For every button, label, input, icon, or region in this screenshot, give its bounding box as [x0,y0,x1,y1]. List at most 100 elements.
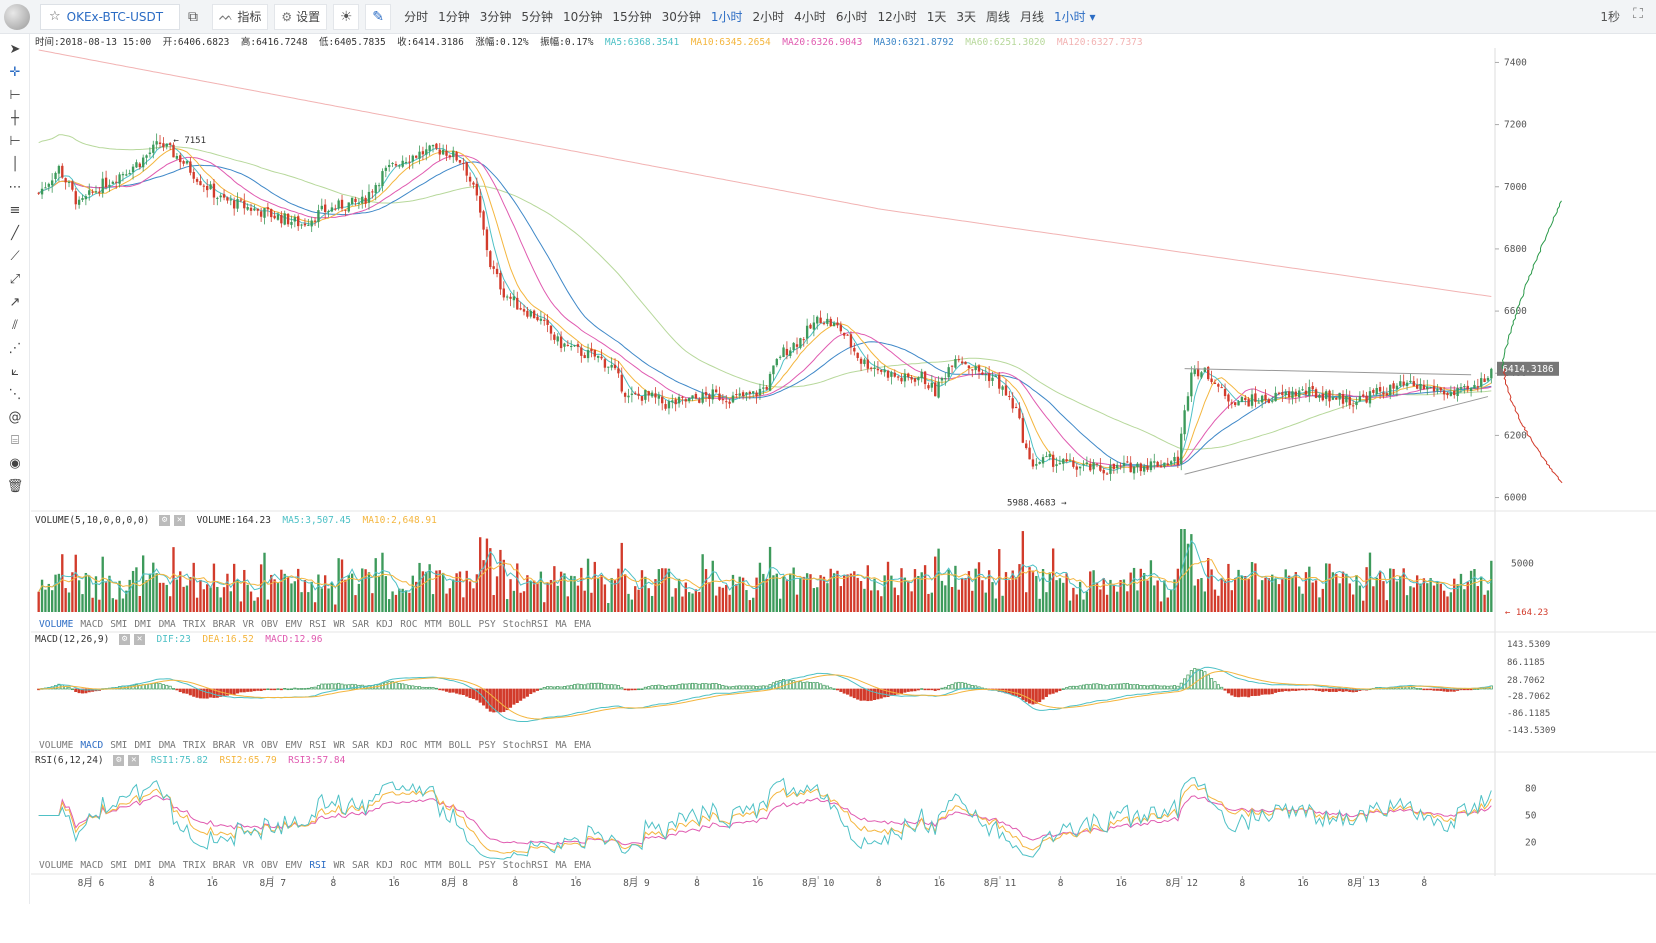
kline-chart-svg[interactable]: 74007200700068006600640062006000← 715159… [31,34,1656,904]
gann-fan-icon[interactable]: ⋱ [8,387,22,402]
period-tab[interactable]: 10分钟 [563,9,603,24]
fullscreen-icon[interactable]: ⛶ [1633,6,1643,22]
indicator-tab[interactable]: StochRSI [502,740,549,751]
measure-icon[interactable]: ⌸ [11,433,19,448]
trend-angle-icon[interactable]: ⟋ [10,249,20,264]
period-tab[interactable]: 15分钟 [612,9,652,24]
theme-toggle-icon[interactable]: ☀ [333,3,360,30]
favorite-star-icon[interactable]: ☆ [49,9,61,24]
indicator-tab[interactable]: VOLUME [39,619,74,630]
indicator-tab[interactable]: DMA [158,740,176,751]
period-tab[interactable]: 周线 [986,9,1011,24]
period-tab[interactable]: 30分钟 [661,9,701,24]
indicator-tab[interactable]: BOLL [448,619,472,630]
indicator-tab[interactable]: VOLUME [39,860,74,871]
indicator-tab[interactable]: MTM [424,619,442,630]
volume-close-icon[interactable]: ✕ [174,515,186,526]
popout-icon[interactable]: ⧉ [188,8,198,25]
indicator-tab[interactable]: TRIX [182,619,206,630]
indicator-tab[interactable]: ROC [400,740,418,751]
indicator-tab[interactable]: OBV [260,860,279,871]
indicator-tab[interactable]: MTM [424,860,442,871]
indicator-tab[interactable]: ROC [400,860,418,871]
pair-selector[interactable]: ☆ OKEx-BTC-USDT [40,3,180,30]
indicator-tab[interactable]: MTM [424,740,442,751]
indicator-tab[interactable]: StochRSI [502,860,549,871]
indicator-tab[interactable]: EMV [285,619,303,630]
ray-icon[interactable]: ⊢ [9,134,21,149]
indicator-tab[interactable]: OBV [260,740,279,751]
extended-line-icon[interactable]: ⤢ [9,272,21,287]
draw-pen-icon[interactable]: ✎ [365,3,392,30]
indicator-tab[interactable]: DMA [158,619,176,630]
arrow-line-icon[interactable]: ↗ [9,295,21,310]
macd-settings-icon[interactable]: ⚙ [119,634,131,645]
indicator-tab[interactable]: VOLUME [39,740,74,751]
indicator-tab[interactable]: BRAR [212,860,236,871]
indicator-tab[interactable]: MA [555,619,567,630]
indicator-tab[interactable]: MACD [80,619,104,630]
indicator-tab[interactable]: WR [333,860,345,871]
indicator-tab[interactable]: DMA [158,860,176,871]
indicator-tab[interactable]: MACD [80,860,104,871]
indicator-tab[interactable]: RSI [309,740,327,751]
indicator-tab[interactable]: EMA [573,860,592,871]
parallel-lines-icon[interactable]: ≡ [9,203,21,218]
period-tab[interactable]: 1分钟 [438,9,470,24]
indicator-tab[interactable]: StochRSI [502,619,549,630]
indicator-tab[interactable]: DMI [134,740,152,751]
rsi-close-icon[interactable]: ✕ [128,755,140,766]
segment-icon[interactable]: ⊢ [9,88,21,103]
period-tab[interactable]: 5分钟 [521,9,554,24]
indicator-tab[interactable]: BOLL [448,740,472,751]
indicator-tab[interactable]: ROC [400,619,418,630]
vertical-line-icon[interactable]: │ [11,157,19,172]
period-tab[interactable]: 4小时 [794,9,826,24]
indicator-tab[interactable]: BOLL [448,860,472,871]
period-tab[interactable]: 2小时 [752,9,785,24]
indicator-tab[interactable]: EMV [285,860,303,871]
indicator-tab[interactable]: SAR [351,860,370,871]
indicator-tab[interactable]: PSY [478,740,496,751]
indicator-tab[interactable]: RSI [309,860,327,871]
trash-icon[interactable]: 🗑 [6,479,24,494]
rsi-settings-icon[interactable]: ⚙ [113,755,125,766]
indicator-tab[interactable]: PSY [478,619,496,630]
indicator-tab[interactable]: BRAR [212,619,236,630]
settings-button[interactable]: ⚙ 设置 [274,3,328,30]
macd-close-icon[interactable]: ✕ [134,634,146,645]
chart-area[interactable]: 74007200700068006600640062006000← 715159… [31,34,1656,904]
horizontal-line-icon[interactable]: ┼ [11,111,19,126]
period-dropdown[interactable]: 1小时 ▾ [1054,9,1096,24]
indicator-tab[interactable]: VR [242,740,254,751]
indicator-tab[interactable]: PSY [478,860,496,871]
indicator-tab[interactable]: SMI [110,740,128,751]
indicator-tab[interactable]: RSI [309,619,327,630]
trend-line-icon[interactable]: ╱ [11,226,19,241]
period-tab[interactable]: 分时 [404,9,429,24]
indicator-tab[interactable]: VR [242,860,254,871]
indicator-tab[interactable]: KDJ [376,740,394,751]
crosshair-icon[interactable]: ✛ [9,65,21,80]
period-tab[interactable]: 3天 [956,9,977,24]
indicator-tab[interactable]: WR [333,619,345,630]
indicator-tab[interactable]: EMA [573,619,592,630]
refresh-interval[interactable]: 1秒 [1600,10,1620,24]
cursor-icon[interactable]: ➤ [9,42,21,57]
eye-icon[interactable]: ◉ [9,456,21,471]
indicator-tab[interactable]: TRIX [182,860,206,871]
period-tab[interactable]: 1天 [926,9,947,24]
indicator-tab[interactable]: EMV [285,740,303,751]
period-tab[interactable]: 3分钟 [479,9,512,24]
indicator-tab[interactable]: VR [242,619,254,630]
indicator-button[interactable]: ᨓ 指标 [212,3,269,30]
indicator-tab[interactable]: EMA [573,740,592,751]
indicator-tab[interactable]: KDJ [376,860,394,871]
pitchfork-icon[interactable]: ⋰ [8,341,22,356]
indicator-tab[interactable]: MA [555,860,567,871]
indicator-tab[interactable]: MACD [80,740,104,751]
period-tab[interactable]: 12小时 [877,9,917,24]
indicator-tab[interactable]: OBV [260,619,279,630]
period-tab[interactable]: 6小时 [835,9,868,24]
period-tab[interactable]: 1小时 [710,9,743,24]
